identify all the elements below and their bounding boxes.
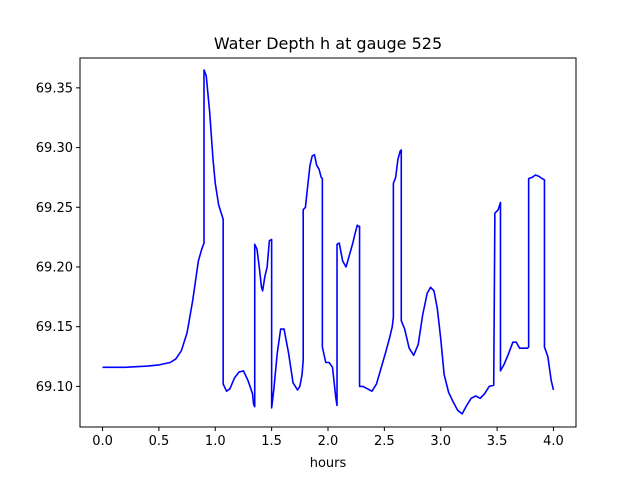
x-tick-label: 3.5 [487, 434, 508, 449]
x-axis-label: hours [310, 456, 347, 471]
x-tick-label: 3.0 [430, 434, 451, 449]
y-tick-label: 69.20 [36, 260, 73, 275]
x-tick-label: 2.0 [318, 434, 339, 449]
x-tick-label: 0.5 [149, 434, 170, 449]
x-tick-label: 1.5 [261, 434, 282, 449]
series-line [102, 69, 555, 415]
y-tick-label: 69.25 [36, 201, 73, 216]
y-tick-label: 69.15 [36, 320, 73, 335]
x-tick-label: 1.0 [205, 434, 226, 449]
y-tick-label: 69.35 [36, 81, 73, 96]
x-tick-label: 4.0 [543, 434, 564, 449]
y-ticks: 69.10 69.15 69.20 69.25 69.30 69.35 [36, 81, 80, 395]
x-ticks: 0.0 0.5 1.0 1.5 2.0 2.5 3.0 3.5 4.0 [92, 427, 564, 449]
y-tick-label: 69.10 [36, 380, 73, 395]
plot-frame [79, 57, 577, 428]
x-tick-label: 0.0 [92, 434, 113, 449]
y-tick-label: 69.30 [36, 141, 73, 156]
chart-title: Water Depth h at gauge 525 [214, 34, 442, 53]
x-tick-label: 2.5 [374, 434, 395, 449]
